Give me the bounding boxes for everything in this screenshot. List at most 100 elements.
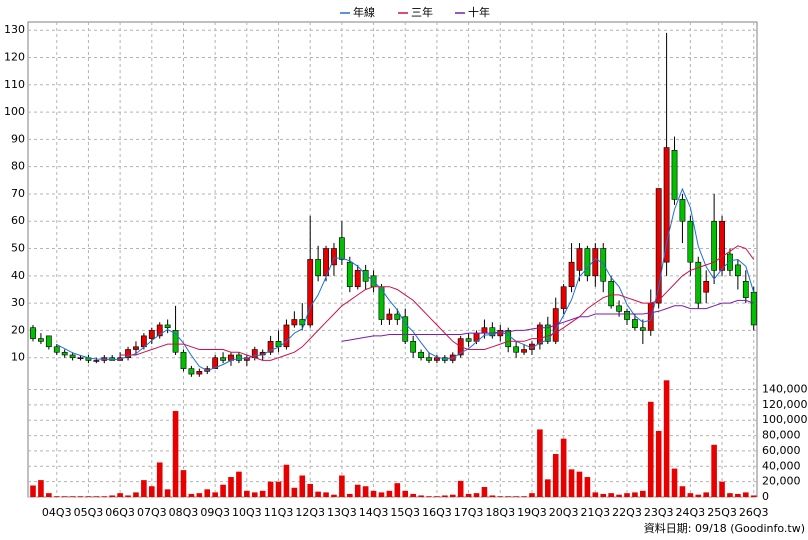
x-tick-label: 08Q3 (169, 506, 199, 519)
volume-bar (449, 494, 456, 497)
volume-bar (584, 477, 591, 497)
y-tick-label: 40 (11, 269, 25, 282)
candle-body (560, 286, 567, 309)
candle-body (608, 280, 615, 307)
candle-body (77, 357, 84, 360)
x-tick-label: 21Q3 (580, 506, 610, 519)
candle-body (315, 259, 322, 277)
volume-bar (624, 493, 630, 497)
candle-body (394, 313, 401, 320)
volume-bar (38, 480, 44, 497)
y-tick-label: 50 (11, 242, 25, 255)
volume-bar (220, 484, 226, 497)
volume-bar (592, 492, 599, 497)
candle-body (164, 324, 171, 328)
x-tick-label: 14Q3 (359, 506, 389, 519)
volume-bar (172, 411, 179, 497)
volume-bar (77, 496, 84, 497)
candle-body (647, 302, 654, 331)
volume-tick-label: 120,000 (762, 398, 808, 411)
x-tick-label: 22Q3 (612, 506, 642, 519)
volume-bar (180, 470, 187, 497)
volume-bar (93, 496, 100, 497)
volume-bar (616, 494, 622, 497)
candle-body (663, 147, 670, 263)
volume-bar (552, 454, 559, 497)
volume-bar (228, 477, 234, 497)
candle-body (497, 330, 504, 337)
candle-body (307, 259, 314, 326)
volume-bar (465, 493, 472, 497)
volume-bar (323, 492, 329, 497)
volume-bar (640, 490, 646, 497)
volume-bar (283, 464, 290, 497)
x-tick-label: 25Q3 (707, 506, 737, 519)
volume-bar (679, 486, 686, 497)
volume-bar (204, 489, 211, 497)
x-tick-label: 18Q3 (485, 506, 515, 519)
volume-bar (719, 481, 725, 497)
volume-bar (576, 471, 583, 497)
volume-bar (394, 483, 401, 497)
candle-body (568, 261, 575, 288)
volume-bar (521, 496, 527, 497)
x-tick-label: 15Q3 (390, 506, 420, 519)
x-tick-label: 17Q3 (454, 506, 484, 519)
volume-bar (402, 490, 409, 497)
x-tick-label: 09Q3 (200, 506, 230, 519)
volume-bar (275, 481, 282, 497)
volume-bar (133, 492, 139, 497)
volume-bar (370, 490, 377, 497)
volume-bar (663, 380, 670, 497)
volume-bar (378, 492, 385, 497)
volume-bar (513, 496, 519, 497)
volume-bar (53, 496, 60, 497)
candle-body (687, 220, 694, 263)
volume-bar (632, 492, 638, 497)
volume-bar (315, 491, 321, 497)
volume-bar (251, 492, 258, 497)
candle-body (449, 354, 456, 361)
volume-bar (735, 493, 741, 497)
volume-bar (156, 462, 163, 497)
x-tick-label: 26Q3 (739, 506, 769, 519)
y-tick-label: 30 (11, 296, 25, 309)
volume-bar (164, 489, 171, 497)
candle-body (505, 330, 512, 348)
volume-tick-label: 60,000 (762, 444, 801, 457)
volume-bar (545, 479, 551, 497)
candle-body (734, 264, 741, 277)
candle-body (346, 261, 353, 288)
x-tick-label: 24Q3 (676, 506, 706, 519)
volume-bar (339, 475, 345, 497)
y-tick-label: 130 (4, 23, 25, 36)
candle-body (513, 346, 520, 353)
plot-frame (27, 21, 758, 498)
candle-body (584, 248, 591, 277)
x-tick-label: 13Q3 (327, 506, 357, 519)
volume-bar (473, 493, 480, 497)
legend-label: 十年 (468, 5, 490, 19)
volume-bar (188, 493, 195, 497)
volume-bar (196, 493, 203, 497)
candle-body (521, 349, 527, 353)
candle-body (703, 280, 710, 293)
candle-body (267, 341, 274, 353)
volume-bar (489, 495, 496, 497)
candle-body (481, 327, 488, 334)
volume-tick-label: 100,000 (762, 413, 808, 426)
candle-body (243, 357, 250, 361)
candle-body (188, 368, 195, 375)
legend-label: 年線 (353, 5, 375, 19)
volume-bar (695, 494, 702, 497)
candle-body (576, 248, 583, 271)
candle-body (156, 324, 163, 337)
x-tick-label: 23Q3 (644, 506, 674, 519)
candle-body (386, 313, 393, 320)
candle-body (30, 327, 36, 339)
candle-body (338, 237, 345, 260)
x-tick-label: 16Q3 (422, 506, 452, 519)
candle-body (172, 330, 179, 353)
candle-body (426, 357, 432, 361)
volume-bar (149, 486, 155, 497)
